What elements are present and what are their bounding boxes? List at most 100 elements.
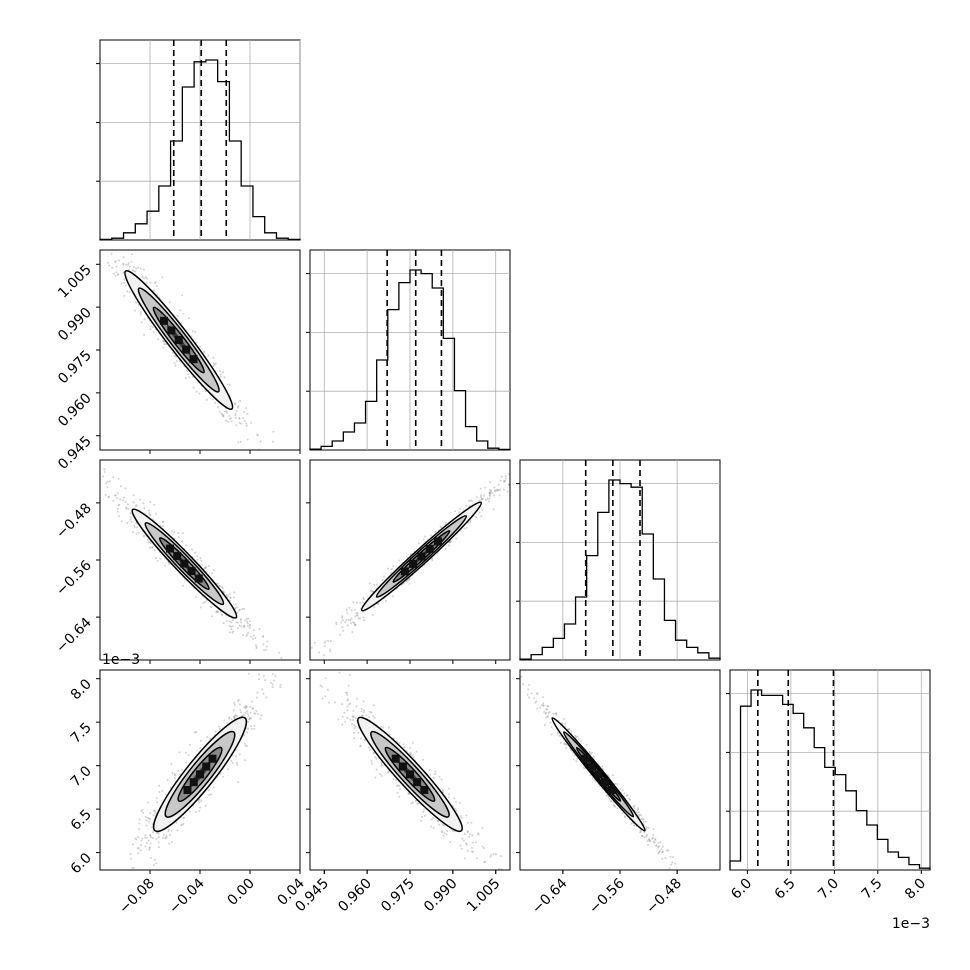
scatter-point: [94, 453, 96, 455]
scatter-point: [412, 801, 414, 804]
scatter-point: [248, 717, 251, 720]
scatter-point: [547, 705, 549, 708]
scatter-point: [657, 842, 660, 845]
scatter-point: [130, 857, 133, 860]
scatter-point: [455, 537, 458, 540]
scatter-point: [380, 725, 383, 728]
scatter-point: [629, 798, 631, 801]
scatter-point: [324, 677, 327, 680]
scatter-point: [166, 779, 169, 782]
scatter-point: [485, 499, 488, 501]
scatter-point: [360, 710, 363, 713]
scatter-point: [149, 513, 151, 516]
scatter-point: [191, 548, 193, 551]
scatter-point: [225, 721, 228, 724]
scatter-point: [117, 259, 120, 262]
scatter-point: [614, 805, 617, 808]
scatter-point: [563, 742, 566, 745]
scatter-point: [271, 673, 274, 676]
scatter-point: [221, 614, 224, 617]
scatter-point: [239, 619, 242, 622]
scatter-point: [609, 800, 612, 803]
scatter-point: [367, 746, 370, 749]
scatter-point: [630, 822, 633, 825]
scatter-point: [157, 832, 160, 835]
scatter-point: [97, 250, 99, 252]
contour-line-1: [370, 730, 450, 818]
scatter-point: [492, 508, 495, 511]
scatter-point: [131, 253, 134, 256]
scatter-point: [150, 836, 152, 839]
x-tick-label-3-0: 6.0: [728, 876, 755, 903]
scatter-point: [230, 621, 233, 624]
scatter-point: [89, 213, 91, 215]
panel-content-1-0: [89, 213, 275, 450]
panel-content-2-0: [94, 453, 283, 660]
scatter-point: [245, 705, 248, 708]
scatter-point: [352, 709, 355, 712]
scatter-point: [252, 634, 255, 637]
scatter-point: [356, 614, 359, 617]
scatter-point: [257, 713, 260, 716]
scatter-point: [641, 817, 644, 820]
scatter-point: [265, 648, 268, 651]
scatter-point: [181, 584, 184, 587]
scatter-point: [157, 846, 160, 849]
scatter-point: [482, 847, 485, 849]
scatter-point: [262, 635, 265, 638]
scatter-point: [616, 807, 619, 810]
scatter-point: [352, 715, 355, 718]
scatter-point: [246, 633, 248, 636]
scatter-point: [674, 862, 677, 865]
contour-line-0: [131, 508, 238, 619]
scatter-point: [252, 637, 255, 640]
scatter-point: [497, 483, 500, 486]
scatter-point: [442, 834, 445, 837]
scatter-point: [225, 593, 228, 596]
scatter-point: [322, 663, 324, 665]
scatter-point: [347, 703, 350, 706]
scatter-point: [504, 477, 507, 480]
scatter-point: [561, 722, 563, 725]
scatter-point: [122, 256, 125, 259]
scatter-point: [445, 521, 448, 524]
scatter-point: [451, 829, 454, 832]
scatter-point: [640, 814, 643, 817]
scatter-point: [468, 835, 471, 838]
scatter-point: [250, 421, 252, 424]
scatter-point: [120, 282, 123, 285]
contour-line-1: [144, 522, 225, 606]
scatter-point: [104, 242, 106, 244]
scatter-point: [123, 278, 126, 281]
scatter-point: [238, 624, 241, 627]
scatter-point: [185, 761, 188, 764]
scatter-point: [542, 704, 545, 707]
scatter-point: [548, 711, 551, 713]
scatter-point: [142, 277, 145, 280]
scatter-point: [446, 830, 449, 832]
scatter-point: [353, 623, 356, 626]
scatter-point: [233, 702, 236, 704]
scatter-point: [414, 800, 417, 802]
scatter-point: [481, 497, 484, 500]
scatter-point: [134, 309, 136, 312]
scatter-point: [498, 494, 501, 497]
scatter-point: [139, 267, 142, 270]
scatter-point: [236, 606, 238, 609]
scatter-point: [590, 751, 593, 754]
scatter-point: [207, 789, 210, 792]
scatter-point: [203, 350, 206, 353]
scatter-point: [184, 751, 187, 754]
scatter-point: [661, 857, 664, 860]
scatter-point: [194, 811, 197, 814]
scatter-point: [217, 610, 220, 613]
scatter-point: [642, 818, 645, 821]
scatter-point: [151, 826, 154, 829]
scatter-point: [137, 836, 140, 839]
scatter-point: [346, 716, 349, 719]
scatter-point: [192, 386, 195, 389]
scatter-point: [149, 281, 152, 284]
scatter-point: [585, 743, 588, 746]
scatter-point: [242, 634, 245, 637]
scatter-point: [107, 261, 110, 264]
